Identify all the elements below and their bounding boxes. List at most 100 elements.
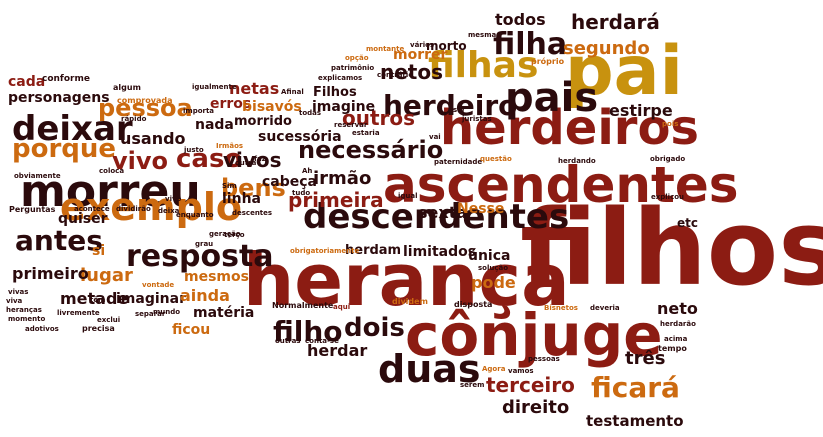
cloud-word: netos	[380, 60, 444, 84]
cloud-word: mesma	[468, 31, 497, 39]
cloud-word: pai	[565, 32, 683, 111]
cloud-word: montante	[366, 45, 405, 53]
cloud-word: Agora	[482, 365, 506, 373]
cloud-word: linha	[222, 191, 261, 207]
cloud-word: estaria	[352, 129, 380, 137]
cloud-word: vivo	[165, 195, 182, 203]
cloud-word: patrimônio	[331, 64, 375, 72]
cloud-word: netas	[229, 79, 280, 98]
cloud-word: algum	[113, 83, 141, 92]
cloud-word: usando	[120, 129, 186, 148]
cloud-word: cônjuge	[405, 301, 663, 369]
cloud-word: Sim	[222, 182, 237, 190]
cloud-word: filhas	[428, 45, 539, 86]
cloud-word: cada	[8, 74, 46, 90]
cloud-word: primeira	[288, 188, 384, 212]
cloud-word: têm	[90, 296, 106, 304]
cloud-word: dividirão	[116, 205, 151, 213]
cloud-word: herdando	[558, 157, 596, 165]
cloud-word: filho	[273, 315, 343, 348]
cloud-word: pode	[471, 273, 516, 292]
cloud-word: vamos	[508, 367, 534, 375]
cloud-word: explicamos	[318, 74, 363, 82]
cloud-word: limitados	[403, 244, 477, 260]
cloud-word: quiser	[58, 211, 108, 227]
cloud-word: reservar	[334, 121, 368, 129]
cloud-word: igualmente	[192, 83, 237, 91]
cloud-word: faz	[254, 155, 266, 163]
cloud-word: testamento	[586, 412, 684, 430]
cloud-word: disposta	[454, 300, 493, 309]
cloud-word: todas	[299, 109, 322, 117]
cloud-word: bisavós	[242, 99, 302, 115]
cloud-word: solução	[478, 264, 509, 272]
cloud-word: vivas	[8, 288, 29, 296]
cloud-word: obviamente	[14, 172, 61, 180]
cloud-word: tempo	[658, 344, 687, 353]
cloud-word: aqui	[333, 303, 351, 311]
cloud-word: herdeiro	[383, 89, 518, 122]
cloud-word: outra	[235, 159, 257, 167]
cloud-word: caso	[176, 144, 243, 174]
cloud-word: ascendentes	[383, 156, 739, 214]
cloud-word: sexta	[418, 203, 468, 222]
cloud-word: outras	[275, 337, 301, 345]
cloud-word: mundo	[153, 308, 181, 316]
cloud-word: duas	[378, 347, 481, 391]
cloud-word: pessoa	[98, 94, 193, 122]
cloud-word: comprovada	[117, 96, 173, 105]
cloud-word: herdeiros	[440, 100, 699, 156]
cloud-word: metade	[60, 289, 129, 308]
cloud-word: imagine	[312, 99, 376, 115]
cloud-word: enquanto	[176, 211, 214, 219]
cloud-word: pois	[662, 120, 679, 128]
cloud-word: Afinal	[281, 88, 304, 96]
cloud-word: momento	[8, 315, 46, 323]
cloud-word: exclui	[97, 316, 121, 324]
cloud-word: vontade	[142, 281, 175, 289]
cloud-word: conta-se	[305, 337, 339, 345]
cloud-word: matéria	[193, 305, 255, 321]
cloud-word: obrigatoriamente	[290, 247, 360, 255]
cloud-word: Bisnetos	[544, 304, 578, 312]
cloud-word: primeiro	[12, 264, 89, 283]
cloud-word: vai	[429, 133, 441, 141]
cloud-word: neto	[657, 299, 698, 318]
cloud-word: estirpe	[609, 101, 673, 120]
cloud-word: livremente	[57, 309, 100, 317]
cloud-word: igual	[398, 192, 418, 200]
cloud-word: justo	[184, 146, 204, 154]
cloud-word: morreu	[20, 166, 201, 217]
cloud-word: viva	[6, 297, 23, 305]
cloud-word: nada	[195, 117, 234, 133]
cloud-word: todos	[495, 10, 546, 29]
cloud-word: juristas	[462, 115, 492, 123]
cloud-word: morto	[426, 39, 467, 53]
cloud-word: dividem	[392, 297, 428, 306]
cloud-word: acontece	[74, 205, 110, 213]
cloud-word: Filhos	[313, 85, 357, 100]
cloud-word: acima	[664, 335, 688, 343]
cloud-word: herdar	[307, 341, 368, 360]
cloud-word: conforme	[42, 74, 90, 84]
cloud-word: lugar	[80, 265, 133, 286]
cloud-word: única	[468, 248, 511, 264]
cloud-word: terceiro	[486, 373, 575, 397]
cloud-word: serem	[460, 381, 485, 389]
cloud-word: coloca	[99, 167, 125, 175]
cloud-word: segundo	[563, 38, 650, 59]
cloud-word: sucessória	[258, 129, 342, 145]
cloud-word: dois	[344, 313, 405, 343]
cloud-word: Irmãos	[216, 142, 244, 150]
cloud-word: questão	[480, 155, 512, 163]
cloud-word: irmão	[313, 168, 372, 189]
cloud-word: tudo	[292, 189, 311, 197]
cloud-word: vivo	[112, 147, 169, 175]
cloud-word: herdam	[345, 243, 402, 258]
cloud-word: pais	[505, 75, 599, 121]
cloud-word: imaginar	[116, 291, 186, 307]
cloud-word: Nesse	[457, 201, 505, 217]
cloud-word: antes	[15, 224, 103, 257]
cloud-word: herdarão	[660, 320, 696, 328]
